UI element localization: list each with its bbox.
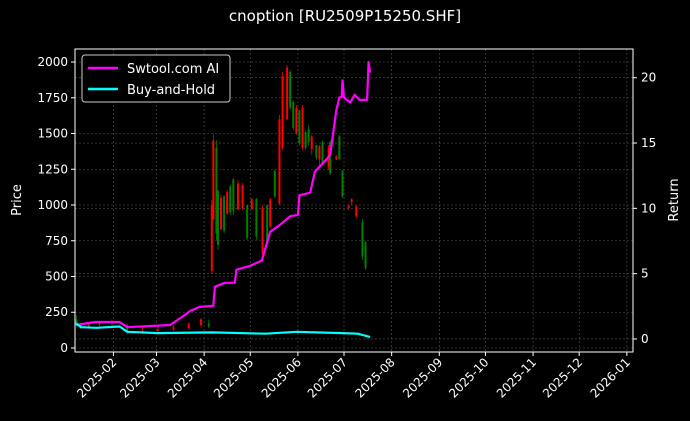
- candle-body: [172, 326, 175, 330]
- candle-body: [236, 183, 239, 210]
- x-tick-label: 2025-10: [446, 355, 491, 400]
- legend: Swtool.com AI Buy-and-Hold: [81, 54, 231, 103]
- candle-body: [157, 329, 160, 331]
- candle-body: [229, 186, 232, 213]
- candle-body: [301, 107, 304, 148]
- candle-body: [318, 146, 321, 160]
- candle-body: [361, 222, 364, 257]
- candle-body: [220, 197, 223, 230]
- strategy-line: [75, 60, 372, 329]
- candle-body: [212, 140, 215, 220]
- y-axis-right-label: Return: [667, 178, 682, 221]
- y-right-tick-label: 20: [641, 71, 656, 85]
- x-tick-label: 2025-11: [494, 355, 539, 400]
- candle-body: [232, 179, 235, 211]
- candle-body: [281, 76, 284, 148]
- candle-body: [273, 170, 276, 197]
- candle-body: [350, 199, 353, 203]
- x-tick-label: 2025-08: [352, 355, 397, 400]
- candle-body: [321, 142, 324, 164]
- candle-body: [223, 196, 226, 231]
- y-tick-label: 0: [60, 341, 68, 355]
- x-tick-label: 2025-07: [305, 355, 350, 400]
- candle-body: [286, 67, 289, 120]
- y-tick-label: 1750: [37, 91, 68, 105]
- candle-body: [307, 129, 310, 143]
- candle-body: [295, 107, 298, 134]
- y-tick-label: 2000: [37, 55, 68, 69]
- series-lines: [75, 60, 372, 339]
- y-tick-label: 500: [45, 270, 68, 284]
- x-tick-label: 2025-09: [400, 355, 445, 400]
- y-right-tick-label: 5: [641, 267, 649, 281]
- candle-body: [338, 136, 341, 160]
- y-right-tick-label: 0: [641, 332, 649, 346]
- candle-body: [329, 142, 332, 174]
- y-tick-label: 750: [45, 234, 68, 248]
- candle-body: [355, 206, 358, 217]
- chart-title: cnoption [RU2509P15250.SHF]: [229, 7, 461, 25]
- y-tick-label: 1000: [37, 198, 68, 212]
- x-tick-label: 2025-02: [74, 355, 119, 400]
- candle-body: [215, 147, 218, 234]
- plot-frame: [74, 48, 634, 353]
- candle-body: [364, 242, 367, 268]
- candle-body: [310, 136, 313, 150]
- candle-body: [266, 205, 269, 243]
- y-axis-label: Price: [10, 184, 25, 216]
- legend-label-strategy: Swtool.com AI: [127, 62, 219, 77]
- candle-body: [341, 170, 344, 197]
- buyhold-line: [75, 322, 371, 339]
- candle-body: [207, 323, 210, 327]
- candle-body: [210, 205, 213, 271]
- y-tick-label: 1250: [37, 162, 68, 176]
- candle-body: [187, 323, 190, 328]
- candle-body: [298, 110, 301, 144]
- candle-body: [278, 119, 281, 204]
- candle-body: [241, 184, 244, 208]
- y-right-tick-label: 10: [641, 201, 656, 215]
- candle-body: [216, 190, 219, 246]
- x-tick-label: 2025-05: [211, 355, 256, 400]
- x-tick-label: 2025-04: [165, 355, 210, 400]
- x-tick-label: 2026-01: [588, 355, 633, 400]
- x-tick-label: 2025-06: [259, 355, 304, 400]
- candle-body: [347, 205, 350, 208]
- candle-body: [269, 199, 272, 227]
- candle-body: [289, 72, 292, 108]
- candle-body: [261, 207, 264, 254]
- legend-label-buyhold: Buy-and-Hold: [127, 83, 215, 98]
- x-tick-label: 2025-03: [117, 355, 162, 400]
- candle-body: [315, 144, 318, 158]
- y-tick-label: 250: [45, 305, 68, 319]
- candle-body: [200, 319, 203, 326]
- candle-body: [246, 205, 249, 238]
- candle-body: [226, 192, 229, 214]
- candle-body: [126, 325, 129, 333]
- x-tick-label: 2025-12: [540, 355, 585, 400]
- candle-body: [292, 102, 295, 128]
- candle-body: [255, 199, 258, 237]
- candles: [75, 65, 367, 334]
- candle-body: [335, 156, 338, 160]
- candle-body: [250, 199, 253, 210]
- candle-body: [304, 132, 307, 148]
- y-tick-label: 1500: [37, 127, 68, 141]
- y-right-tick-label: 15: [641, 136, 656, 150]
- candle-body: [75, 319, 78, 326]
- candle-body: [87, 324, 90, 327]
- candle-body: [98, 322, 101, 325]
